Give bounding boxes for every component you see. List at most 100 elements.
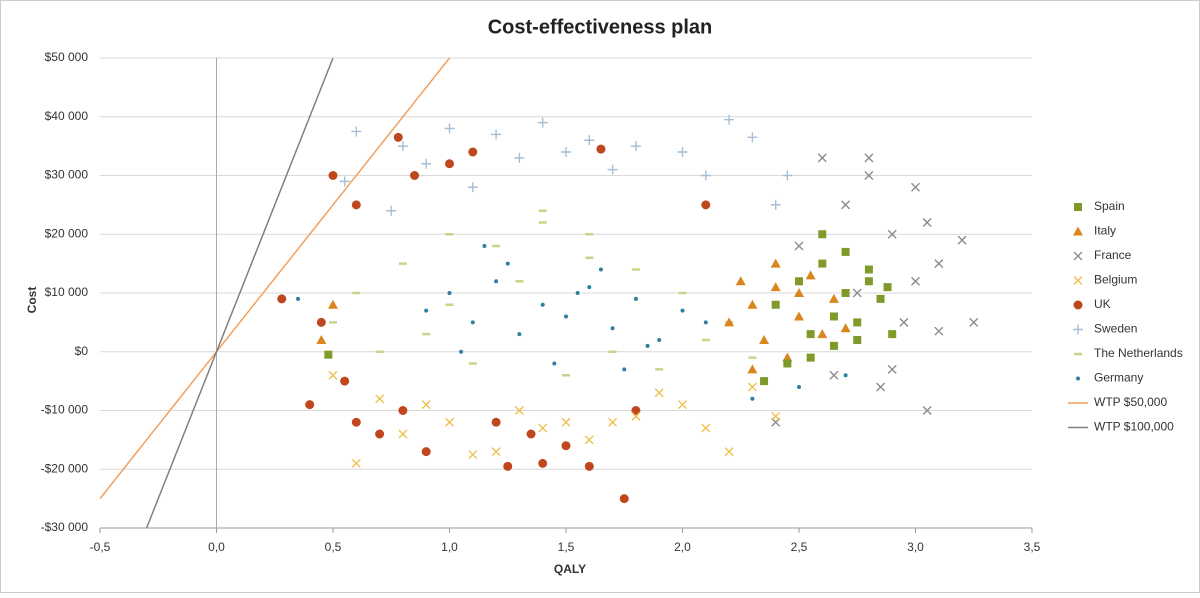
point xyxy=(340,376,350,386)
point xyxy=(584,461,594,471)
point xyxy=(703,320,708,325)
point xyxy=(759,335,770,344)
point xyxy=(444,123,455,134)
point xyxy=(351,200,361,210)
x-tick-label: -0,5 xyxy=(90,540,111,554)
point xyxy=(934,259,944,269)
point xyxy=(459,349,464,354)
point xyxy=(328,299,338,309)
point xyxy=(747,299,758,309)
legend-swatch xyxy=(1073,226,1083,236)
point xyxy=(584,135,595,146)
point xyxy=(482,244,487,248)
point xyxy=(876,382,886,392)
point xyxy=(398,406,408,415)
x-tick-label: 3,0 xyxy=(907,540,924,554)
point xyxy=(654,388,664,398)
point xyxy=(328,370,338,380)
point xyxy=(584,435,594,445)
point xyxy=(631,411,641,421)
x-axis-label: QALY xyxy=(554,562,586,576)
y-tick-label: $0 xyxy=(75,344,89,358)
point xyxy=(828,293,839,303)
wtp-line xyxy=(100,58,451,500)
y-axis-label: Cost xyxy=(25,287,39,314)
point xyxy=(421,158,432,169)
point xyxy=(922,406,932,415)
point xyxy=(797,385,801,389)
point xyxy=(296,296,301,301)
point xyxy=(887,229,897,239)
point xyxy=(747,364,758,374)
point xyxy=(467,182,478,193)
point xyxy=(393,132,403,142)
x-tick-label: 1,5 xyxy=(558,540,575,554)
x-tick-label: 0,5 xyxy=(325,540,342,554)
point xyxy=(957,235,967,245)
point xyxy=(328,171,338,180)
point xyxy=(468,450,478,460)
point xyxy=(386,205,397,216)
point xyxy=(864,265,873,274)
plot-area xyxy=(100,58,979,528)
point xyxy=(375,394,385,404)
point xyxy=(503,461,513,471)
point xyxy=(829,370,839,380)
point xyxy=(829,312,838,321)
point xyxy=(316,335,327,344)
point xyxy=(491,447,501,457)
legend-swatch xyxy=(1073,324,1083,335)
point xyxy=(575,291,580,295)
point xyxy=(864,171,874,180)
point xyxy=(843,373,848,378)
y-tick-label: -$30 000 xyxy=(41,520,89,534)
point xyxy=(782,352,793,362)
point xyxy=(829,341,838,350)
legend-label: France xyxy=(1094,248,1132,262)
y-tick-label: $30 000 xyxy=(45,168,89,182)
point xyxy=(610,326,615,331)
point xyxy=(899,317,909,327)
point xyxy=(526,429,536,439)
point xyxy=(564,314,568,319)
legend-swatch xyxy=(1073,276,1083,285)
point xyxy=(724,447,734,457)
point xyxy=(817,153,827,163)
point xyxy=(841,200,851,210)
point xyxy=(607,164,618,175)
point xyxy=(770,282,781,292)
point xyxy=(853,336,862,344)
point xyxy=(818,259,827,268)
point xyxy=(397,141,408,152)
x-tick-label: 2,0 xyxy=(674,540,691,554)
point xyxy=(724,317,735,327)
point xyxy=(470,320,475,325)
point xyxy=(631,406,641,415)
point xyxy=(398,429,408,439)
point xyxy=(596,144,606,154)
point xyxy=(351,126,362,137)
point xyxy=(760,377,769,386)
point xyxy=(375,429,385,439)
point xyxy=(806,330,815,339)
point xyxy=(540,302,545,307)
point xyxy=(701,423,711,433)
point xyxy=(700,170,711,181)
point xyxy=(561,147,571,157)
point xyxy=(514,152,525,163)
point xyxy=(969,317,979,327)
point xyxy=(922,218,932,227)
point xyxy=(794,288,804,297)
wtp-line xyxy=(145,58,334,528)
point xyxy=(351,458,361,468)
point xyxy=(735,276,746,286)
point xyxy=(491,417,501,427)
x-tick-label: 2,5 xyxy=(791,540,808,554)
legend-label: WTP $100,000 xyxy=(1094,420,1174,434)
point xyxy=(887,364,897,374)
point xyxy=(888,330,897,339)
point xyxy=(770,199,781,210)
point xyxy=(841,247,850,256)
point xyxy=(678,400,687,410)
